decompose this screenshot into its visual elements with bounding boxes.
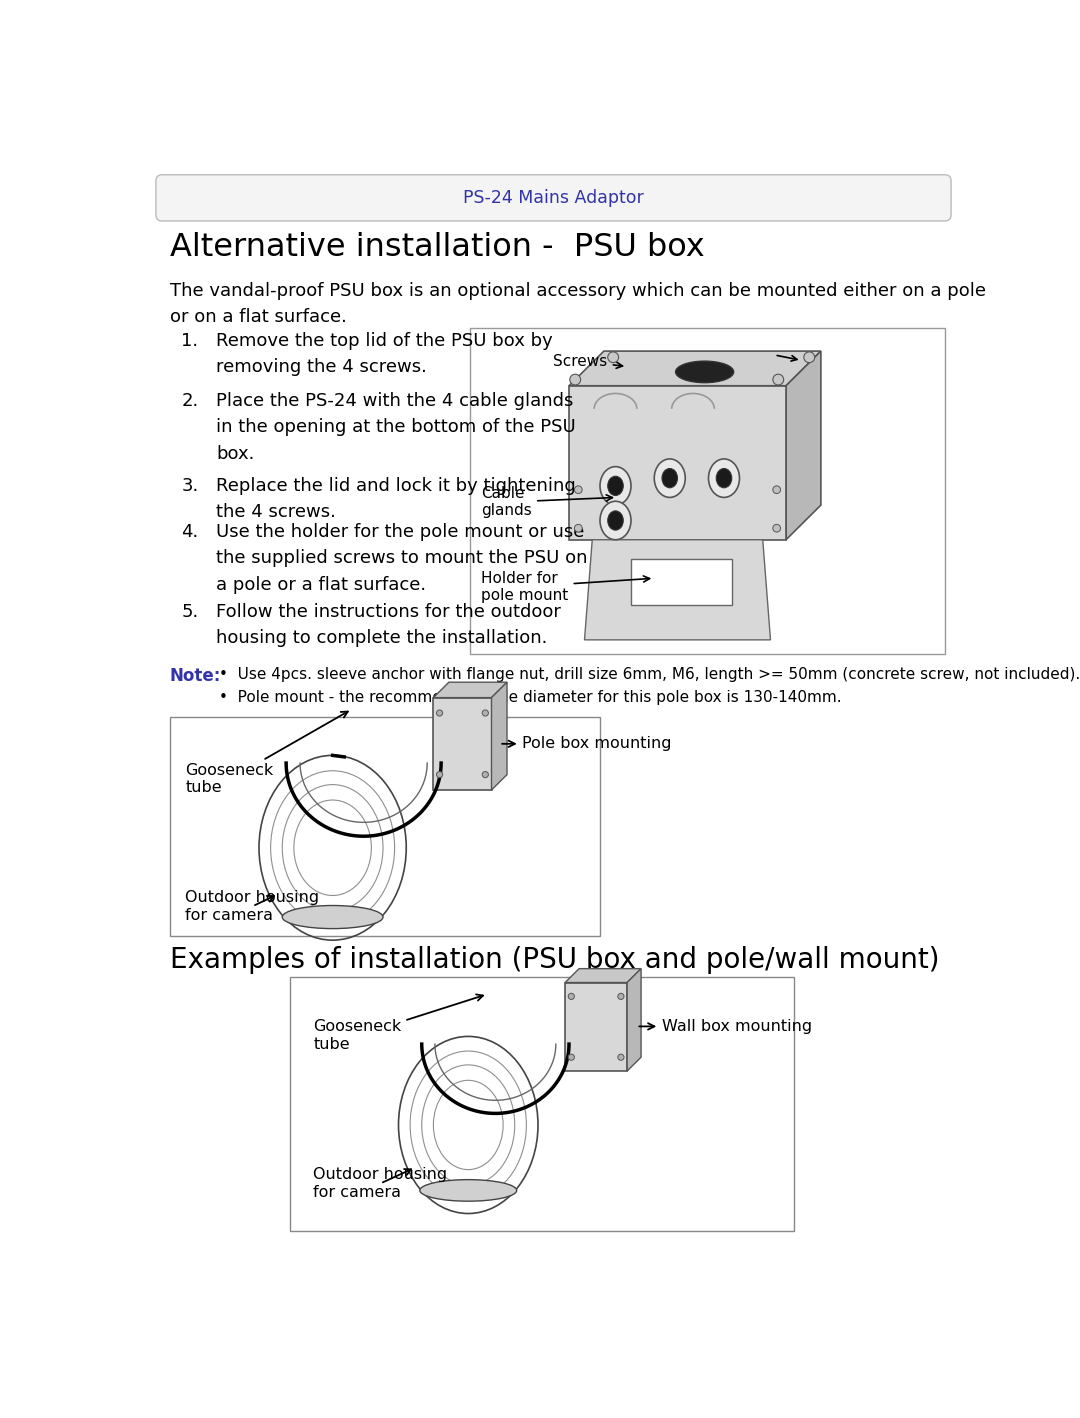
Bar — [291, 977, 794, 1231]
Text: •  Use 4pcs. sleeve anchor with flange nut, drill size 6mm, M6, length >= 50mm (: • Use 4pcs. sleeve anchor with flange nu… — [218, 666, 1080, 682]
Circle shape — [618, 1054, 624, 1061]
Circle shape — [570, 374, 581, 386]
Ellipse shape — [708, 459, 740, 498]
Circle shape — [773, 486, 781, 493]
Circle shape — [804, 352, 814, 363]
Text: Note:: Note: — [170, 666, 221, 685]
Polygon shape — [627, 968, 642, 1071]
Ellipse shape — [716, 468, 732, 488]
Circle shape — [482, 771, 488, 777]
Bar — [565, 983, 627, 1071]
Ellipse shape — [676, 362, 733, 383]
Polygon shape — [569, 352, 821, 386]
Text: Gooseneck
tube: Gooseneck tube — [186, 712, 348, 795]
Text: Replace the lid and lock it by tightening
the 4 screws.: Replace the lid and lock it by tightenin… — [216, 476, 576, 520]
Text: Remove the top lid of the PSU box by
removing the 4 screws.: Remove the top lid of the PSU box by rem… — [216, 332, 553, 376]
Circle shape — [608, 352, 619, 363]
Text: The vandal-proof PSU box is an optional accessory which can be mounted either on: The vandal-proof PSU box is an optional … — [170, 282, 986, 326]
Text: Cable
glands: Cable glands — [482, 486, 612, 518]
Ellipse shape — [282, 906, 383, 929]
Circle shape — [568, 993, 575, 1000]
Circle shape — [773, 374, 784, 386]
Text: Outdoor housing
for camera: Outdoor housing for camera — [186, 891, 320, 923]
Circle shape — [575, 525, 582, 532]
Text: Follow the instructions for the outdoor
housing to complete the installation.: Follow the instructions for the outdoor … — [216, 603, 562, 647]
Text: Wall box mounting: Wall box mounting — [639, 1020, 812, 1034]
Circle shape — [482, 710, 488, 716]
Polygon shape — [433, 682, 507, 698]
Text: 3.: 3. — [181, 476, 199, 495]
Ellipse shape — [654, 459, 685, 498]
Polygon shape — [569, 386, 786, 540]
Text: 5.: 5. — [181, 603, 199, 621]
Text: Pole box mounting: Pole box mounting — [502, 736, 672, 752]
Polygon shape — [584, 540, 770, 640]
Text: PS-24 Mains Adaptor: PS-24 Mains Adaptor — [463, 189, 644, 207]
Text: Use the holder for the pole mount or use
the supplied screws to mount the PSU on: Use the holder for the pole mount or use… — [216, 523, 588, 594]
Polygon shape — [565, 968, 642, 983]
Polygon shape — [786, 352, 821, 540]
Ellipse shape — [608, 510, 623, 530]
Bar — [470, 328, 945, 654]
Text: Screws: Screws — [554, 353, 622, 369]
Bar — [631, 559, 732, 605]
Bar — [170, 718, 600, 936]
FancyBboxPatch shape — [156, 174, 951, 221]
Ellipse shape — [600, 501, 631, 540]
Circle shape — [575, 486, 582, 493]
Polygon shape — [491, 682, 507, 790]
Circle shape — [618, 993, 624, 1000]
Circle shape — [436, 771, 443, 777]
Circle shape — [436, 710, 443, 716]
Text: 2.: 2. — [181, 391, 199, 410]
Ellipse shape — [600, 467, 631, 505]
Text: Holder for
pole mount: Holder for pole mount — [482, 570, 650, 603]
Text: 1.: 1. — [181, 332, 199, 350]
Text: Place the PS-24 with the 4 cable glands
in the opening at the bottom of the PSU
: Place the PS-24 with the 4 cable glands … — [216, 391, 576, 462]
Text: •  Pole mount - the recommended pole diameter for this pole box is 130-140mm.: • Pole mount - the recommended pole diam… — [218, 691, 841, 705]
Text: Gooseneck
tube: Gooseneck tube — [313, 994, 483, 1052]
Text: Outdoor housing
for camera: Outdoor housing for camera — [313, 1167, 447, 1200]
Text: Alternative installation -  PSU box: Alternative installation - PSU box — [170, 231, 704, 262]
Bar — [433, 698, 491, 790]
Text: 4.: 4. — [181, 523, 199, 540]
Ellipse shape — [662, 468, 677, 488]
Ellipse shape — [608, 476, 623, 495]
Circle shape — [568, 1054, 575, 1061]
Ellipse shape — [420, 1180, 516, 1201]
Circle shape — [773, 525, 781, 532]
Text: Examples of installation (PSU box and pole/wall mount): Examples of installation (PSU box and po… — [170, 946, 940, 974]
